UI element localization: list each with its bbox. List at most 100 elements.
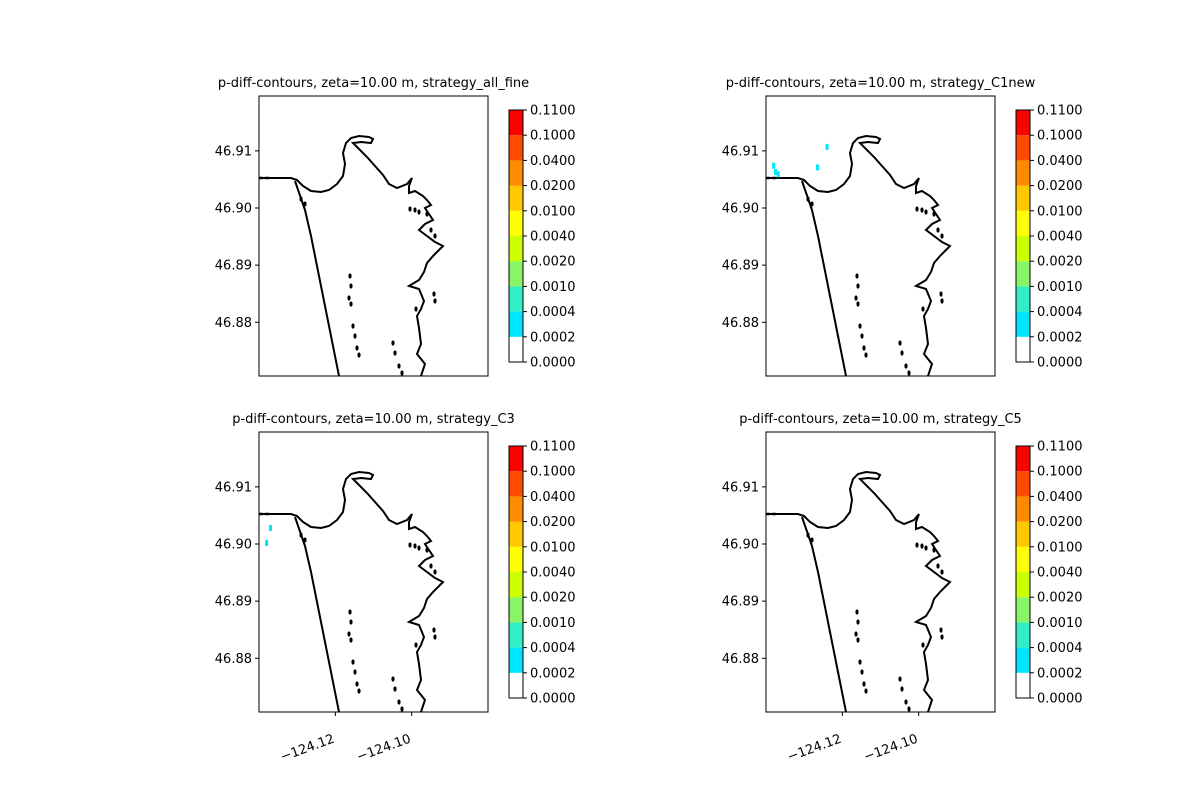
island — [425, 211, 429, 217]
colorbar-segment — [1016, 471, 1030, 497]
contour-patch — [265, 539, 269, 546]
island — [357, 352, 361, 358]
panel-title: p-diff-contours, zeta=10.00 m, strategy_… — [726, 76, 1036, 91]
map-panel-3: p-diff-contours, zeta=10.00 m, strategy_… — [215, 412, 576, 765]
colorbar-tick-label: 0.0020 — [1037, 255, 1083, 270]
island — [347, 631, 351, 637]
island — [932, 211, 936, 217]
colorbar-segment — [1016, 496, 1030, 522]
map-plot-area — [259, 134, 445, 376]
island — [904, 363, 908, 369]
y-tick-label: 46.90 — [722, 202, 759, 217]
island — [414, 642, 418, 648]
colorbar-segment — [509, 672, 523, 698]
island — [854, 631, 858, 637]
colorbar-tick-label: 0.0040 — [1037, 566, 1083, 581]
colorbar-segment — [1016, 210, 1030, 236]
colorbar-segment — [509, 647, 523, 673]
island — [400, 706, 404, 712]
axes-frame — [258, 95, 489, 377]
contour-patch — [268, 525, 272, 531]
island — [349, 301, 353, 307]
island — [355, 345, 359, 351]
island — [856, 637, 860, 643]
island — [349, 619, 353, 625]
colorbar: 0.0000 0.0002 0.0004 0.0010 0.0020 0.0040 0.01… — [508, 104, 576, 371]
colorbar-tick-label: 0.0040 — [530, 230, 576, 245]
island — [433, 298, 437, 304]
x-tick-label: −124.12 — [786, 732, 844, 765]
island — [900, 686, 904, 692]
island — [907, 706, 911, 712]
contour-patch — [816, 164, 820, 171]
coastline-west-shore — [294, 180, 340, 376]
coastline — [766, 134, 952, 376]
island — [932, 547, 936, 553]
island — [924, 209, 928, 215]
colorbar-segment — [509, 135, 523, 161]
x-tick-label: −124.10 — [355, 732, 413, 765]
y-tick-label: 46.88 — [215, 316, 252, 331]
island — [921, 306, 925, 312]
island — [864, 688, 868, 694]
y-tick-label: 46.90 — [215, 202, 252, 217]
island — [858, 323, 862, 329]
panel-title: p-diff-contours, zeta=10.00 m, strategy_… — [218, 76, 529, 91]
colorbar-segment — [1016, 446, 1030, 472]
colorbar-tick-label: 0.0000 — [530, 692, 576, 707]
island — [348, 273, 352, 279]
y-tick-label: 46.89 — [215, 259, 252, 274]
colorbar-segment — [1016, 336, 1030, 362]
island — [397, 699, 401, 705]
colorbar-tick-label: 0.0002 — [530, 666, 576, 681]
colorbar-tick-label: 0.1100 — [530, 104, 576, 119]
colorbar-tick-label: 0.0004 — [1037, 305, 1083, 320]
island — [915, 206, 919, 212]
island — [393, 350, 397, 356]
island — [397, 363, 401, 369]
coastline — [766, 470, 952, 712]
island — [408, 542, 412, 548]
island — [810, 201, 814, 207]
island — [400, 370, 404, 376]
colorbar-segment — [509, 286, 523, 312]
island — [408, 206, 412, 212]
island — [303, 537, 307, 543]
y-tick-label: 46.89 — [722, 595, 759, 610]
y-tick-label: 46.90 — [215, 538, 252, 553]
island — [858, 659, 862, 665]
y-tick-label: 46.91 — [215, 480, 252, 495]
map-plot-area — [766, 470, 952, 712]
axes-frame — [765, 431, 996, 713]
island — [920, 207, 924, 213]
contour-patch — [774, 169, 778, 175]
island — [353, 669, 357, 675]
axes-frame — [765, 95, 996, 377]
island — [432, 627, 436, 633]
colorbar-segment — [509, 236, 523, 262]
island — [299, 196, 303, 202]
y-tick-label: 46.88 — [722, 316, 759, 331]
colorbar-tick-label: 0.1000 — [1037, 465, 1083, 480]
x-tick-label: −124.12 — [279, 732, 337, 765]
island — [355, 681, 359, 687]
colorbar-tick-label: 0.0400 — [530, 490, 576, 505]
island — [413, 543, 417, 549]
island — [414, 306, 418, 312]
panel-title: p-diff-contours, zeta=10.00 m, strategy_… — [232, 412, 515, 427]
y-tick-label: 46.89 — [215, 595, 252, 610]
axes-frame — [258, 431, 489, 713]
colorbar: 0.0000 0.0002 0.0004 0.0010 0.0020 0.0040 0.01… — [1015, 440, 1083, 707]
colorbar-tick-label: 0.0020 — [530, 591, 576, 606]
colorbar-tick-label: 0.0040 — [1037, 230, 1083, 245]
colorbar-tick-label: 0.1100 — [530, 440, 576, 455]
colorbar-tick-label: 0.0004 — [530, 305, 576, 320]
island — [806, 532, 810, 538]
island — [806, 196, 810, 202]
island — [936, 563, 940, 569]
y-tick-label: 46.89 — [722, 259, 759, 274]
island — [432, 291, 436, 297]
island — [936, 227, 940, 233]
island — [860, 669, 864, 675]
